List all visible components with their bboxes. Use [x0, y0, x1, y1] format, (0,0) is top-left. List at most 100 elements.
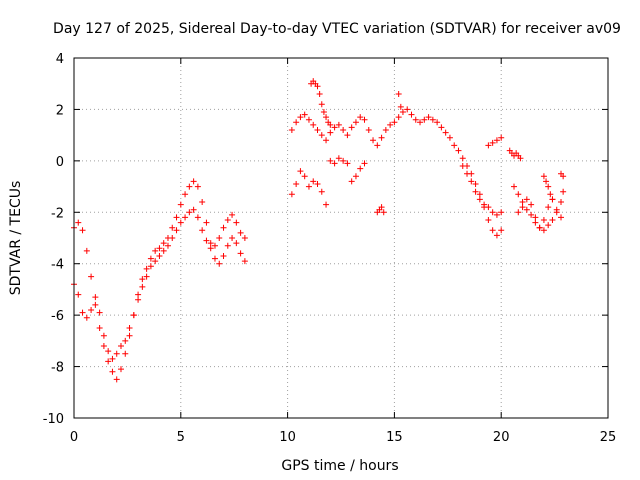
data-point	[425, 114, 432, 121]
data-point	[515, 209, 522, 216]
data-point	[536, 224, 543, 231]
data-point	[323, 137, 330, 144]
data-point	[335, 155, 342, 162]
x-tick-label: 20	[493, 430, 510, 445]
data-point	[122, 337, 129, 344]
data-point	[547, 191, 554, 198]
y-tick-label: 4	[56, 52, 64, 67]
data-point	[241, 235, 248, 241]
data-point	[211, 255, 218, 262]
data-point	[314, 181, 321, 187]
data-point	[96, 325, 103, 331]
data-point	[560, 188, 567, 195]
data-point	[374, 142, 381, 149]
x-axis-label: GPS time / hours	[281, 458, 398, 474]
data-point	[310, 178, 317, 185]
data-point	[545, 183, 552, 190]
data-point	[139, 283, 146, 290]
data-point	[143, 265, 150, 272]
y-tick-label: 2	[56, 103, 64, 118]
data-point	[489, 209, 496, 216]
data-point	[220, 253, 227, 259]
data-point	[519, 204, 526, 211]
data-point	[344, 160, 351, 167]
data-point	[540, 173, 547, 180]
data-point	[442, 129, 449, 136]
data-point	[399, 109, 406, 115]
data-point	[293, 181, 300, 187]
data-point	[532, 219, 539, 226]
data-point	[493, 232, 500, 239]
data-point	[395, 114, 402, 121]
data-point	[472, 181, 479, 187]
data-point	[169, 224, 176, 231]
data-point	[476, 196, 483, 203]
data-point	[464, 170, 471, 177]
data-point	[331, 160, 338, 167]
data-point	[100, 332, 107, 339]
data-point	[216, 260, 223, 267]
data-point	[117, 343, 124, 349]
data-point	[207, 245, 214, 252]
data-point	[489, 227, 496, 234]
data-point	[169, 235, 176, 241]
data-point	[164, 242, 171, 249]
data-point	[105, 348, 112, 355]
data-point	[293, 119, 300, 126]
grid-lines	[74, 58, 608, 418]
data-point	[485, 142, 492, 149]
data-point	[489, 139, 496, 146]
data-point	[498, 134, 505, 141]
data-point	[404, 106, 411, 113]
data-point	[493, 137, 500, 144]
data-point	[498, 227, 505, 234]
data-point	[237, 250, 244, 257]
data-point	[511, 183, 518, 190]
plot-frame	[73, 57, 609, 419]
data-point	[434, 119, 441, 126]
data-point	[361, 116, 368, 123]
data-point	[297, 114, 304, 121]
data-point	[216, 235, 223, 241]
data-point	[519, 199, 526, 205]
data-point	[323, 201, 330, 208]
x-tick-label: 0	[70, 430, 78, 445]
data-point	[327, 129, 334, 136]
data-point	[455, 147, 462, 154]
data-point	[126, 325, 133, 331]
data-point	[451, 142, 458, 149]
data-point	[220, 224, 227, 231]
data-point	[152, 247, 159, 254]
data-point	[135, 296, 142, 303]
data-point	[190, 178, 197, 185]
data-point	[468, 178, 475, 185]
data-point	[387, 121, 394, 128]
data-point	[199, 227, 206, 234]
data-point	[493, 211, 500, 218]
data-point	[83, 247, 90, 254]
data-point	[316, 91, 323, 97]
data-point	[459, 163, 466, 169]
data-point	[233, 219, 240, 226]
data-point	[417, 119, 424, 126]
data-point	[182, 214, 189, 221]
data-point	[211, 242, 218, 249]
data-point	[224, 217, 231, 223]
data-point	[348, 178, 355, 185]
x-tick-label: 10	[279, 430, 296, 445]
data-point	[79, 227, 86, 234]
data-point	[543, 178, 550, 185]
data-point	[88, 307, 95, 313]
data-point	[301, 173, 308, 180]
x-tick-label: 5	[177, 430, 185, 445]
data-point	[297, 168, 304, 175]
data-point	[122, 350, 129, 357]
data-point	[352, 173, 359, 180]
data-point	[75, 219, 82, 226]
data-point	[156, 245, 163, 252]
data-point	[113, 376, 120, 383]
data-point	[344, 132, 351, 139]
data-point	[314, 127, 321, 133]
data-point	[318, 188, 325, 195]
data-point	[540, 227, 547, 234]
